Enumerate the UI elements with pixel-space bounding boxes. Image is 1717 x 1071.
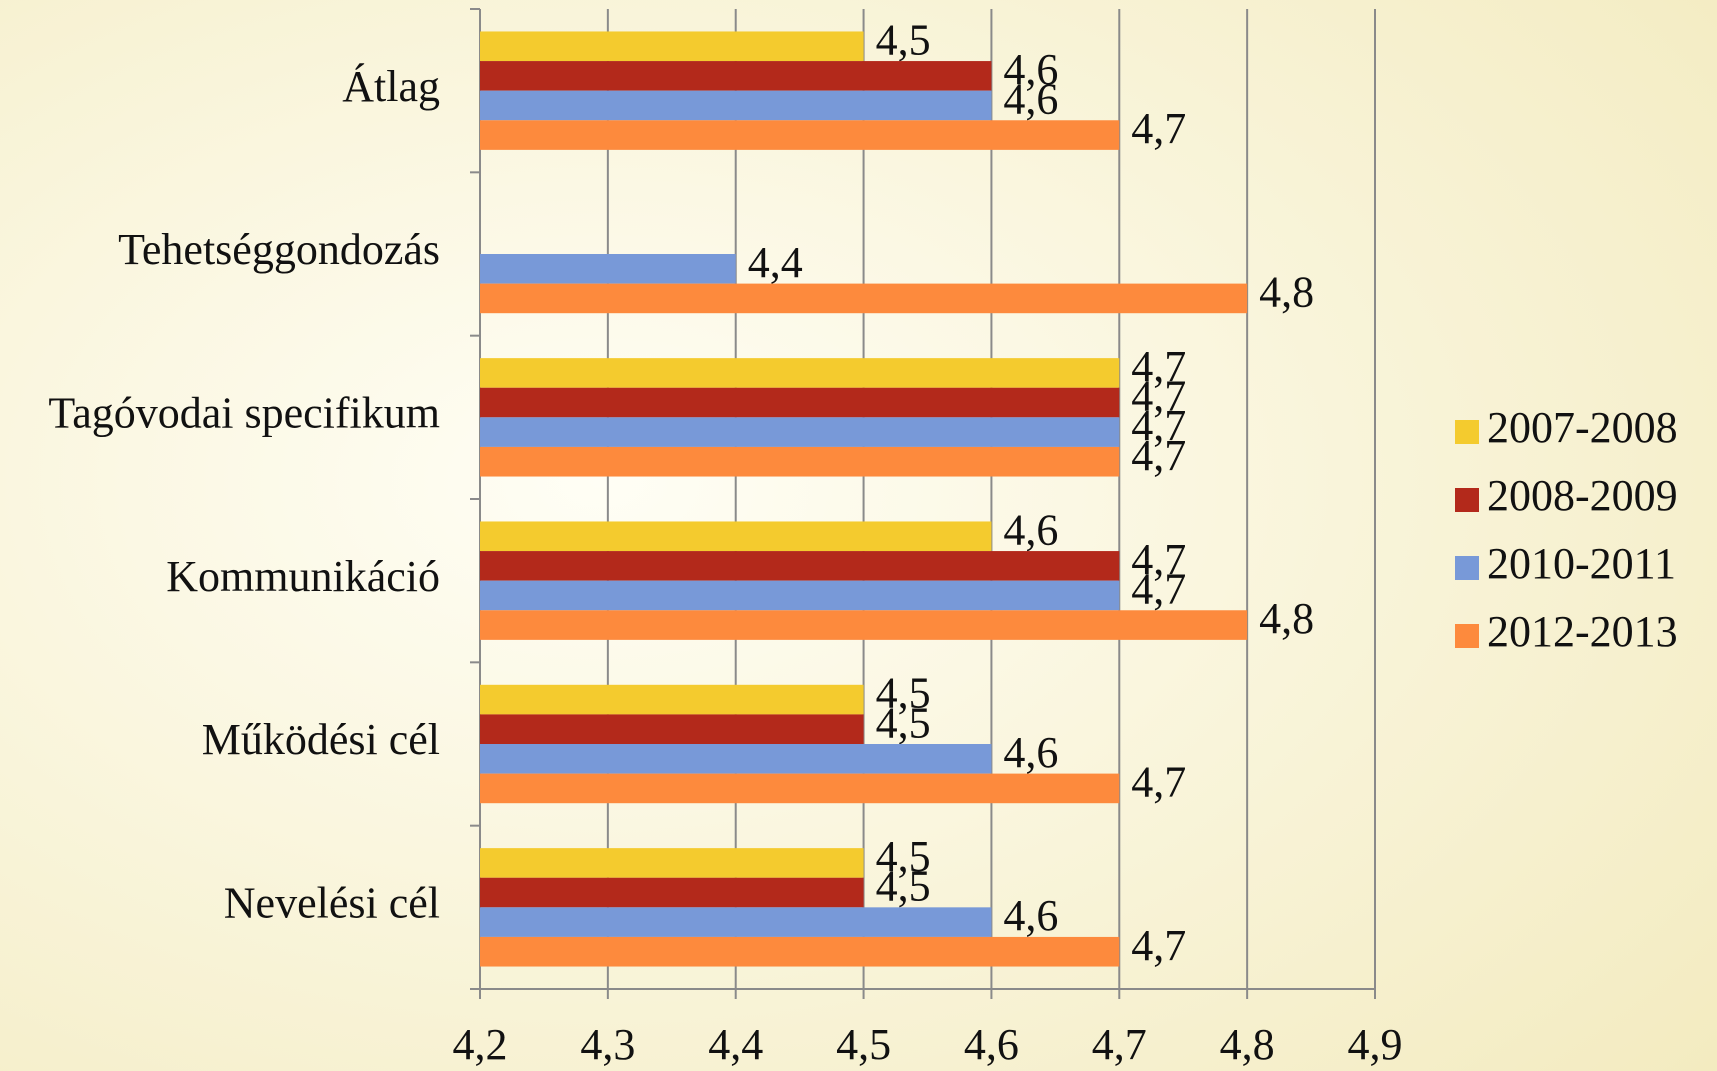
value-label: 4,5 (876, 698, 931, 747)
value-label: 4,5 (876, 15, 931, 64)
y-tick-label: Működési cél (202, 715, 440, 764)
legend-swatch (1455, 556, 1479, 580)
bar (480, 684, 864, 715)
value-label: 4,7 (1131, 342, 1186, 391)
legend-swatch (1455, 624, 1479, 648)
legend-swatch (1455, 420, 1479, 444)
legend-swatch (1455, 488, 1479, 512)
value-label: 4,5 (876, 862, 931, 911)
value-label: 4,7 (1131, 565, 1186, 614)
bar (480, 521, 992, 552)
bar (480, 283, 1248, 314)
x-tick-label: 4,5 (836, 1020, 891, 1069)
bar (480, 773, 1120, 804)
x-tick-label: 4,7 (1092, 1020, 1147, 1069)
value-label: 4,7 (1131, 104, 1186, 153)
x-tick-label: 4,4 (708, 1020, 763, 1069)
bar (480, 848, 864, 878)
x-tick-label: 4,2 (453, 1020, 508, 1069)
value-label: 4,6 (1003, 728, 1058, 777)
value-label: 4,6 (1003, 505, 1058, 554)
bar (480, 254, 736, 284)
y-tick-label: Átlag (342, 62, 440, 111)
bar (480, 551, 1120, 581)
value-label: 4,7 (1131, 401, 1186, 450)
bar (480, 580, 1120, 611)
bar (480, 877, 864, 908)
x-tick-label: 4,8 (1220, 1020, 1275, 1069)
bar (480, 417, 1120, 447)
value-label: 4,7 (1131, 757, 1186, 806)
y-tick-label: Nevelési cél (224, 878, 440, 927)
bar (480, 446, 1120, 477)
legend-label: 2008-2009 (1487, 471, 1678, 520)
x-tick-label: 4,9 (1348, 1020, 1403, 1069)
bar (480, 358, 1120, 388)
x-tick-label: 4,6 (964, 1020, 1019, 1069)
bar (480, 31, 864, 62)
legend-label: 2012-2013 (1487, 607, 1678, 656)
value-label: 4,8 (1259, 594, 1314, 643)
value-label: 4,7 (1131, 372, 1186, 421)
value-label: 4,6 (1003, 891, 1058, 940)
value-label: 4,7 (1131, 431, 1186, 480)
bar (480, 387, 1120, 418)
legend-label: 2010-2011 (1487, 539, 1676, 588)
value-label: 4,8 (1259, 267, 1314, 316)
value-label: 4,7 (1131, 921, 1186, 970)
y-tick-label: Tehetséggondozás (118, 225, 440, 274)
value-label: 4,4 (748, 238, 803, 287)
y-tick-label: Kommunikáció (166, 552, 440, 601)
bar (480, 120, 1120, 150)
value-label: 4,5 (876, 669, 931, 718)
bar (480, 714, 864, 744)
bar (480, 90, 992, 121)
value-label: 4,5 (876, 832, 931, 881)
value-label: 4,6 (1003, 75, 1058, 124)
bar (480, 907, 992, 937)
x-tick-label: 4,3 (580, 1020, 635, 1069)
bar (480, 744, 992, 774)
y-tick-label: Tagóvodai specifikum (48, 388, 440, 437)
legend-label: 2007-2008 (1487, 403, 1678, 452)
bar (480, 61, 992, 91)
bar (480, 610, 1248, 640)
bar (480, 936, 1120, 967)
value-label: 4,6 (1003, 45, 1058, 94)
value-label: 4,7 (1131, 535, 1186, 584)
